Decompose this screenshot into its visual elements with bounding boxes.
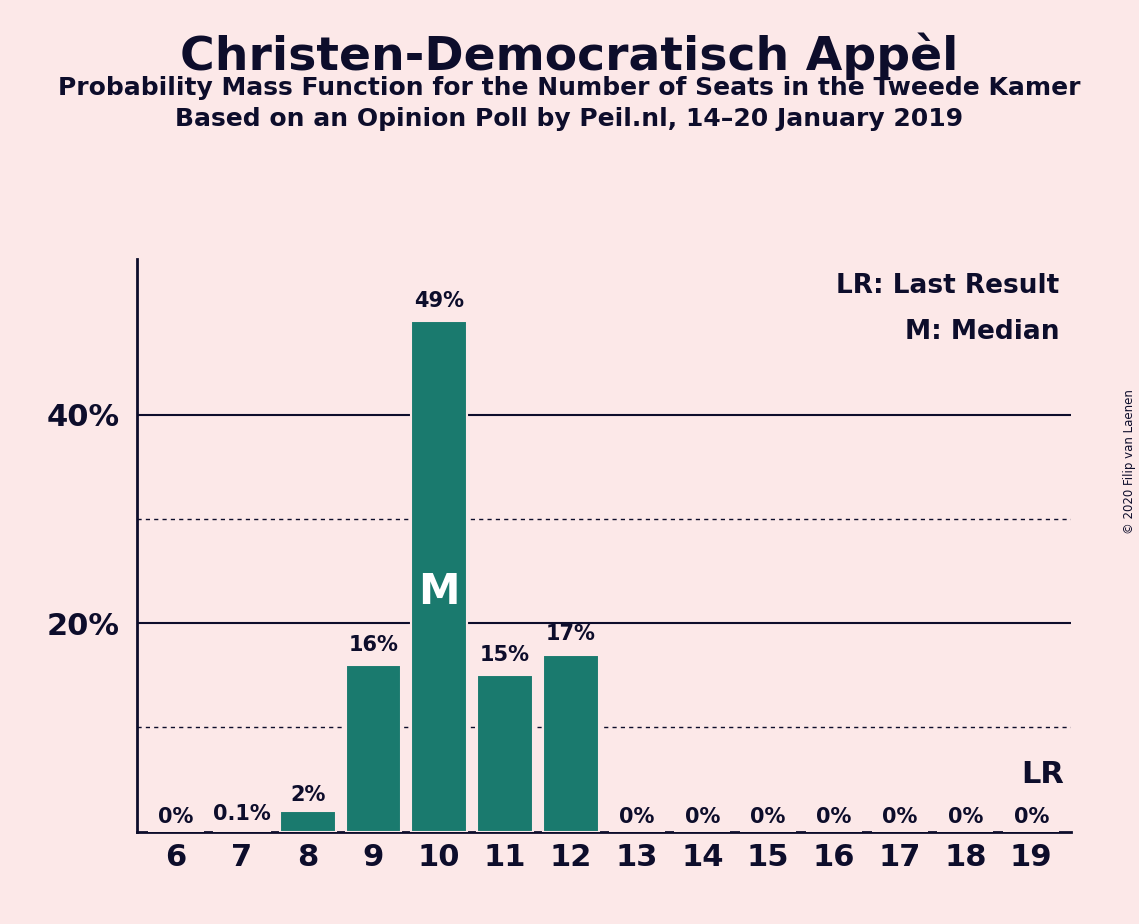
- Text: 16%: 16%: [349, 635, 399, 654]
- Text: 0%: 0%: [948, 808, 983, 827]
- Text: LR: LR: [1022, 760, 1064, 789]
- Text: Christen-Democratisch Appèl: Christen-Democratisch Appèl: [180, 32, 959, 79]
- Text: M: Median: M: Median: [906, 319, 1059, 345]
- Text: 0%: 0%: [618, 808, 654, 827]
- Text: 0.1%: 0.1%: [213, 804, 271, 824]
- Text: 49%: 49%: [415, 291, 465, 310]
- Text: LR: Last Result: LR: Last Result: [836, 274, 1059, 299]
- Bar: [543, 654, 599, 832]
- Bar: [214, 831, 270, 832]
- Text: 0%: 0%: [817, 808, 852, 827]
- Text: M: M: [418, 571, 460, 613]
- Text: 17%: 17%: [546, 624, 596, 644]
- Text: 15%: 15%: [480, 645, 530, 665]
- Text: 0%: 0%: [685, 808, 720, 827]
- Bar: [280, 810, 336, 832]
- Text: © 2020 Filip van Laenen: © 2020 Filip van Laenen: [1123, 390, 1137, 534]
- Text: Based on an Opinion Poll by Peil.nl, 14–20 January 2019: Based on an Opinion Poll by Peil.nl, 14–…: [175, 107, 964, 131]
- Text: 0%: 0%: [158, 808, 194, 827]
- Bar: [345, 665, 401, 832]
- Text: 0%: 0%: [751, 808, 786, 827]
- Text: 2%: 2%: [290, 784, 326, 805]
- Bar: [477, 675, 533, 832]
- Text: 0%: 0%: [1014, 808, 1049, 827]
- Text: Probability Mass Function for the Number of Seats in the Tweede Kamer: Probability Mass Function for the Number…: [58, 76, 1081, 100]
- Bar: [411, 322, 467, 832]
- Text: 0%: 0%: [882, 808, 917, 827]
